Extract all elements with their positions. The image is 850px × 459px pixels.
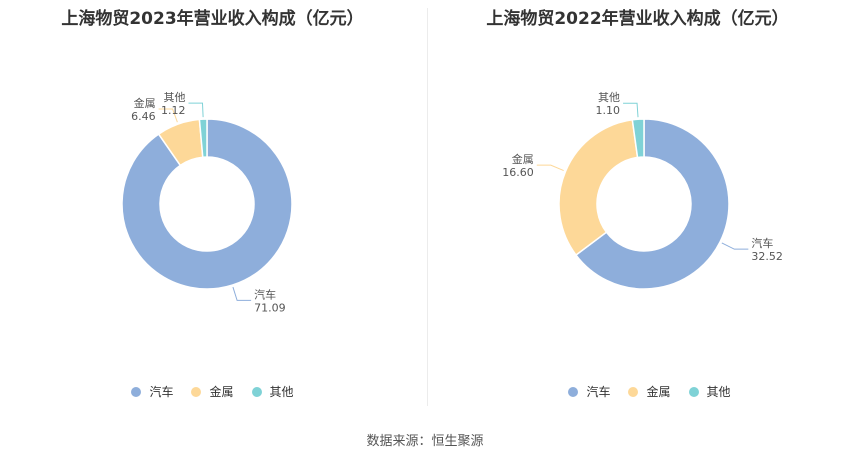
data-source: 数据来源：恒生聚源 [366, 434, 484, 449]
legend-marker [131, 386, 142, 397]
slice-value-metal: 16.60 [502, 166, 534, 179]
legend-label: 其他 [269, 385, 294, 399]
legend-label: 金属 [209, 385, 234, 399]
chart-title: 上海物贸2023年营业收入构成（亿元） [61, 9, 364, 29]
leader-line-metal [536, 164, 564, 172]
slice-car[interactable] [121, 118, 293, 290]
slice-value-car: 32.52 [751, 250, 783, 263]
slice-value-other: 1.10 [596, 104, 621, 117]
slice-label-metal: 金属 [512, 152, 534, 166]
leader-line-car [232, 286, 252, 301]
legend-label: 其他 [706, 385, 731, 399]
legend-label: 金属 [646, 385, 671, 399]
slice-other[interactable] [631, 118, 645, 159]
slice-other[interactable] [198, 118, 208, 159]
legend-item-car[interactable]: 汽车 [568, 383, 610, 400]
slice-label-other: 其他 [163, 91, 185, 104]
chart-panel-2022: 上海物贸2022年营业收入构成（亿元） 汽车 32.52 金属 16.60 其他 1.10… [425, 0, 850, 420]
panel-divider [427, 8, 428, 406]
slice-value-other: 1.12 [161, 104, 186, 117]
legend-marker [568, 386, 579, 397]
legend-label: 汽车 [586, 385, 611, 399]
slice-label-metal: 金属 [134, 96, 156, 110]
slice-label-car: 汽车 [751, 236, 773, 250]
legend-marker [191, 386, 202, 397]
chart-title: 上海物贸2022年营业收入构成（亿元） [486, 9, 789, 29]
legend-marker [251, 386, 262, 397]
legend-label: 汽车 [149, 385, 174, 399]
legend-item-car[interactable]: 汽车 [131, 383, 173, 400]
legend-marker [628, 386, 639, 397]
legend-marker [688, 386, 699, 397]
chart-panel-2023: 上海物贸2023年营业收入构成（亿元） 汽车 71.09 金属 6.46 其他 1.12 … [0, 0, 425, 420]
legend: 汽车 金属 其他 [0, 383, 425, 400]
legend: 汽车 金属 其他 [437, 383, 850, 400]
slice-label-car: 汽车 [254, 287, 276, 301]
legend-item-metal[interactable]: 金属 [191, 383, 234, 400]
slice-value-car: 71.09 [254, 301, 286, 314]
leader-line-car [721, 242, 749, 250]
legend-item-other[interactable]: 其他 [251, 383, 294, 400]
slice-value-metal: 6.46 [131, 110, 156, 123]
leader-line-other [188, 102, 204, 118]
legend-item-metal[interactable]: 金属 [628, 383, 671, 400]
slice-car[interactable] [574, 118, 730, 290]
leader-line-metal [158, 108, 178, 123]
slice-metal[interactable] [558, 118, 639, 257]
leader-line-other [623, 102, 639, 118]
legend-item-other[interactable]: 其他 [688, 383, 731, 400]
slice-label-other: 其他 [598, 91, 620, 104]
